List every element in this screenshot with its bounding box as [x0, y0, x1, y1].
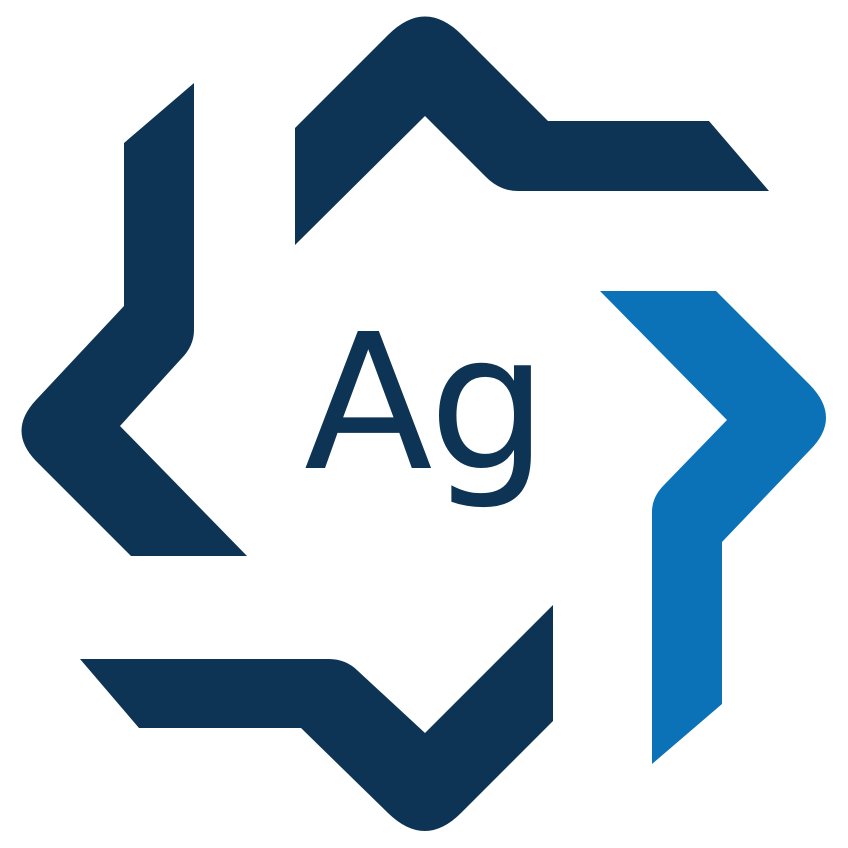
- logo-arm-top: [295, 16, 769, 245]
- logo-arm-bottom: [80, 605, 553, 831]
- logo-arm-right: [600, 291, 826, 764]
- logo-arm-left: [21, 83, 247, 556]
- monogram-text: Ag: [304, 294, 544, 513]
